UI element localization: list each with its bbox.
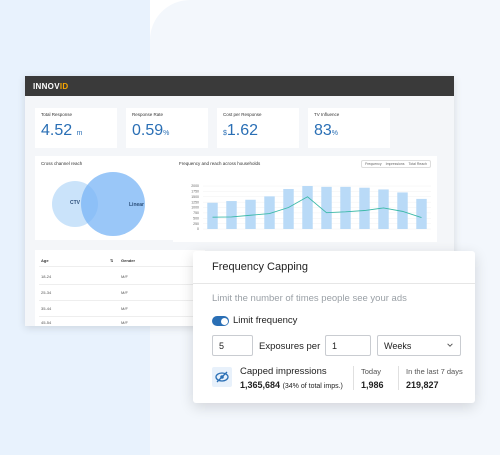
table-cell: M/F bbox=[121, 290, 128, 295]
kpi-label: Total Response bbox=[41, 112, 73, 117]
today-value: 1,986 bbox=[361, 380, 384, 390]
divider bbox=[353, 366, 354, 390]
frequency-capping-panel: Frequency Capping Limit the number of ti… bbox=[193, 251, 475, 403]
bar-impressions bbox=[340, 186, 351, 229]
table-header-gender: Gender bbox=[121, 258, 136, 263]
exposures-input[interactable]: 5 bbox=[212, 335, 253, 356]
dashboard-header: INNOVID bbox=[25, 76, 454, 96]
sort-icon[interactable]: ⇅ bbox=[110, 258, 114, 263]
frequency-chart-card: Frequency and reach across households Fr… bbox=[173, 156, 437, 242]
bar-impressions bbox=[283, 189, 294, 229]
legend-item: Total Reach bbox=[408, 162, 427, 166]
divider bbox=[398, 366, 399, 390]
period-value-input[interactable]: 1 bbox=[325, 335, 371, 356]
bar-impressions bbox=[226, 201, 237, 229]
card-title: Cross channel reach bbox=[41, 161, 83, 166]
divider bbox=[39, 316, 199, 317]
exposures-per-label: Exposures per bbox=[259, 341, 321, 352]
panel-description: Limit the number of times people see you… bbox=[212, 293, 407, 304]
kpi-response-rate: Response Rate 0.59% bbox=[126, 108, 208, 148]
y-tick-label: 0 bbox=[197, 227, 199, 231]
bar-impressions bbox=[359, 187, 370, 229]
period-unit-value: Weeks bbox=[384, 341, 412, 351]
y-tick-label: 250 bbox=[193, 222, 199, 226]
bar-impressions bbox=[416, 198, 427, 229]
legend-item: Impressions bbox=[385, 162, 405, 166]
venn-circle-linear bbox=[81, 172, 145, 236]
chevron-down-icon bbox=[447, 343, 453, 347]
legend-item: Frequency bbox=[365, 162, 382, 166]
y-tick-label: 500 bbox=[193, 216, 199, 220]
kpi-value: $1.62 bbox=[223, 122, 259, 139]
divider bbox=[39, 300, 199, 301]
table-cell: M/F bbox=[121, 320, 128, 325]
y-tick-label: 1000 bbox=[191, 206, 199, 210]
venn-label-linear: Linear bbox=[129, 202, 145, 208]
last-7-days-label: In the last 7 days bbox=[406, 367, 463, 376]
y-tick-label: 1750 bbox=[191, 190, 199, 194]
limit-frequency-toggle[interactable] bbox=[212, 316, 229, 326]
table-cell: 25-34 bbox=[41, 290, 52, 295]
bar-impressions bbox=[207, 202, 218, 229]
divider bbox=[193, 283, 475, 284]
divider bbox=[39, 284, 199, 285]
bar-impressions bbox=[321, 186, 332, 229]
line-total-reach bbox=[212, 196, 422, 219]
bar-impressions bbox=[397, 192, 408, 229]
cross-channel-reach-card: Cross channel reach CTV Linear bbox=[35, 156, 187, 240]
y-tick-label: 750 bbox=[193, 211, 199, 215]
bar-impressions bbox=[302, 186, 313, 229]
kpi-value: 4.52 m bbox=[41, 122, 83, 139]
kpi-value: 0.59% bbox=[132, 122, 170, 139]
bar-impressions bbox=[378, 189, 389, 229]
divider bbox=[39, 266, 199, 267]
kpi-label: Response Rate bbox=[132, 112, 164, 117]
chart-title: Frequency and reach across households bbox=[179, 161, 261, 166]
kpi-value: 83% bbox=[314, 122, 339, 139]
panel-title: Frequency Capping bbox=[212, 261, 309, 273]
capped-impressions-value: 1,365,684 (34% of total imps.) bbox=[240, 380, 343, 390]
chart-legend: Frequency Impressions Total Reach bbox=[361, 160, 431, 168]
table-cell: 35-44 bbox=[41, 306, 52, 311]
table-header-age: Age bbox=[41, 258, 49, 263]
last-7-days-value: 219,827 bbox=[406, 380, 439, 390]
kpi-total-response: Total Response 4.52 m bbox=[35, 108, 117, 148]
today-label: Today bbox=[361, 367, 382, 376]
table-cell: 18-24 bbox=[41, 274, 52, 279]
table-cell: M/F bbox=[121, 306, 128, 311]
limit-frequency-label: Limit frequency bbox=[233, 315, 298, 326]
y-tick-label: 1500 bbox=[191, 195, 199, 199]
table-cell: 45-54 bbox=[41, 320, 52, 325]
table-cell: M/F bbox=[121, 274, 128, 279]
y-tick-label: 2000 bbox=[191, 184, 199, 188]
period-unit-select[interactable]: Weeks bbox=[377, 335, 461, 356]
y-tick-label: 1250 bbox=[191, 200, 199, 204]
kpi-tv-influence: TV Influence 83% bbox=[308, 108, 390, 148]
kpi-cost-per-response: Cost per Response $1.62 bbox=[217, 108, 299, 148]
venn-label-ctv: CTV bbox=[70, 200, 80, 206]
bar-impressions bbox=[264, 196, 275, 229]
demographics-table: Age ⇅ Gender 18-24 M/F 25-34 M/F 35-44 M… bbox=[35, 250, 205, 326]
logo: INNOVID bbox=[33, 81, 69, 91]
capped-impressions-label: Capped impressions bbox=[240, 366, 327, 377]
kpi-label: Cost per Response bbox=[223, 112, 262, 117]
bar-impressions bbox=[245, 199, 256, 229]
eye-off-icon bbox=[212, 367, 232, 387]
kpi-label: TV Influence bbox=[314, 112, 340, 117]
